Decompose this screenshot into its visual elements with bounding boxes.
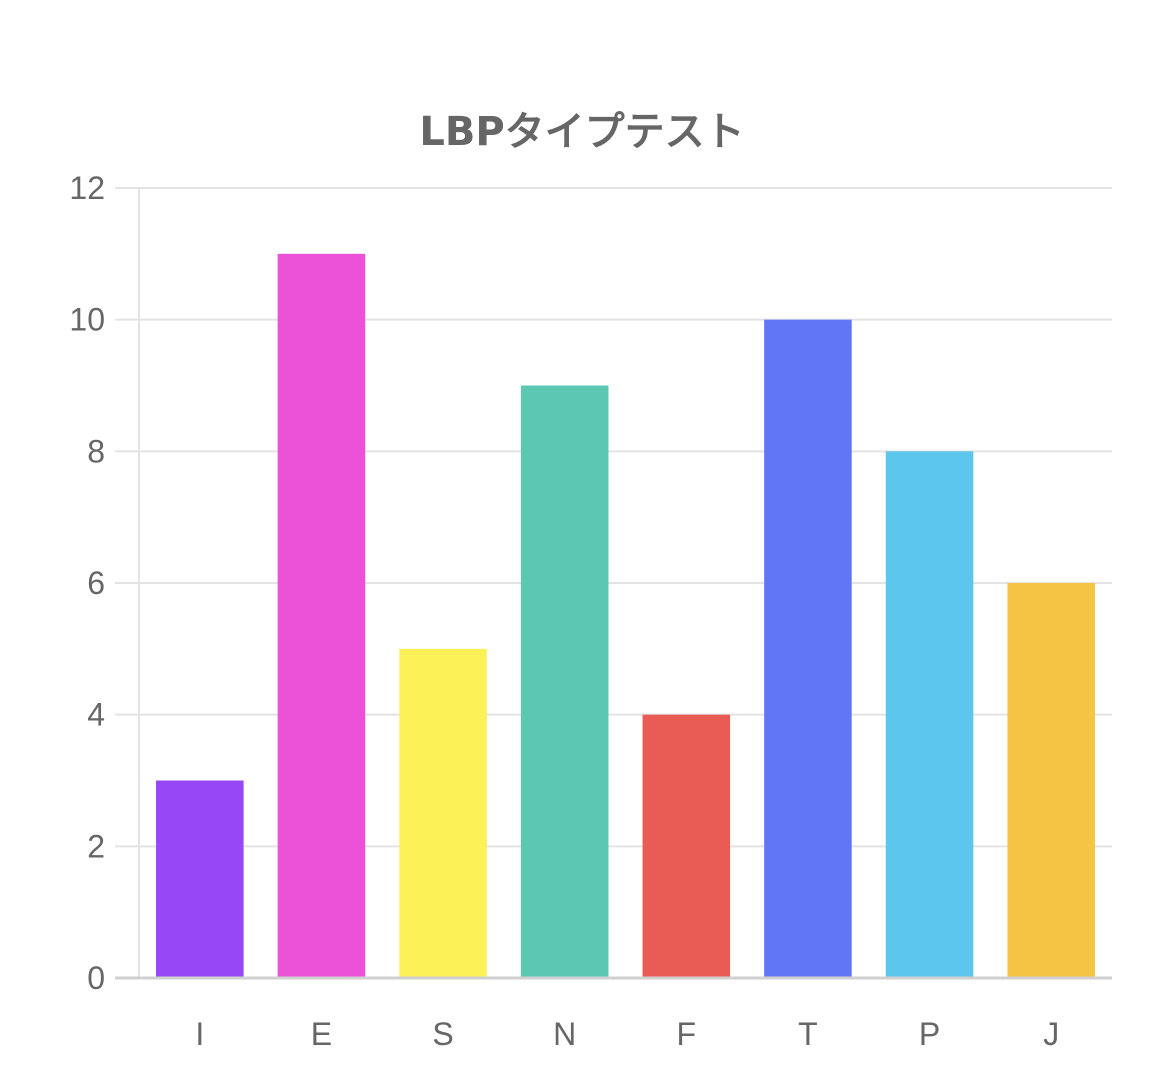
bar-i	[156, 780, 244, 978]
x-tick-label: E	[311, 1016, 332, 1052]
x-tick-label: J	[1043, 1016, 1059, 1052]
bar-j	[1007, 583, 1095, 978]
x-tick-label: P	[919, 1016, 940, 1052]
axes	[115, 188, 1112, 980]
bar-p	[885, 451, 974, 978]
y-tick-label: 2	[87, 828, 105, 864]
bar-t	[764, 319, 852, 979]
y-axis-ticks: 0 2 4 6 8 10 12	[69, 170, 105, 996]
bar-f	[642, 714, 731, 978]
x-tick-label: S	[432, 1016, 453, 1052]
x-tick-label: F	[677, 1016, 697, 1052]
bar-n	[520, 385, 609, 978]
x-tick-label: I	[195, 1016, 204, 1052]
y-tick-label: 12	[69, 170, 105, 206]
y-tick-label: 4	[87, 697, 105, 733]
bar-s	[399, 648, 487, 978]
y-tick-label: 0	[87, 960, 105, 996]
y-tick-label: 10	[69, 302, 105, 338]
chart-title: LBPタイプテスト	[419, 109, 744, 155]
bars	[156, 253, 1095, 979]
x-tick-label: N	[553, 1016, 576, 1052]
y-tick-label: 6	[87, 565, 105, 601]
x-tick-label: T	[798, 1016, 818, 1052]
y-tick-label: 8	[87, 433, 105, 469]
bar-e	[277, 253, 366, 979]
